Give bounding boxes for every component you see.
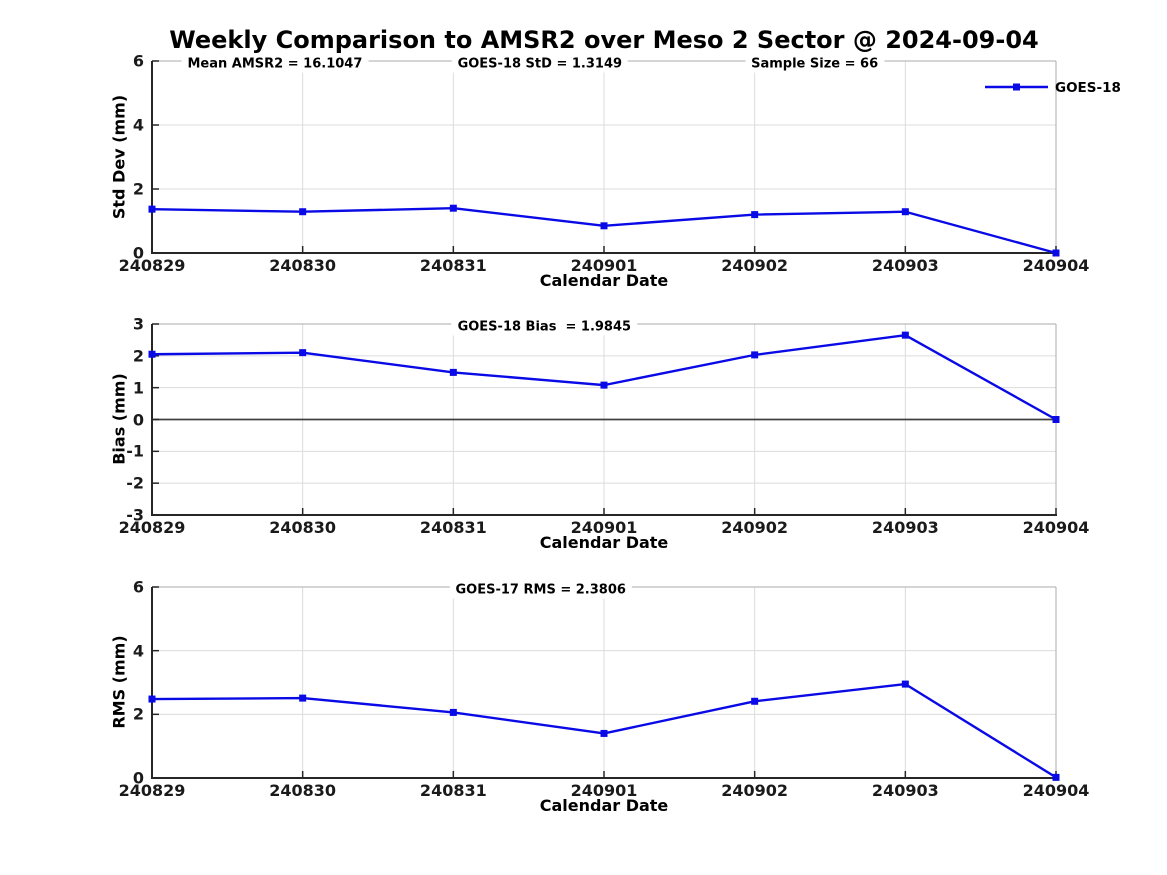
y-tick-label: 3 [132,314,144,334]
data-marker [299,208,307,216]
legend-label: GOES-18 [1055,80,1121,96]
x-tick-label: 240830 [269,256,337,275]
x-tick-label: 240829 [118,518,186,537]
data-marker [1052,416,1060,423]
x-tick-label: 240903 [871,781,939,800]
y-tick-label: 2 [132,179,144,199]
data-marker [751,211,759,219]
y-tick-label: 0 [132,243,144,263]
y-axis-label-std-dev: Std Dev (mm) [109,94,129,220]
x-tick-label: 240904 [1022,518,1090,537]
data-marker [600,222,608,230]
data-marker [449,368,457,376]
data-marker [148,350,156,358]
x-tick-label: 240830 [269,781,337,800]
data-marker [449,204,457,212]
y-tick-label: -1 [126,441,144,461]
subplot-bias [148,323,1060,516]
y-tick-label: 6 [132,51,144,71]
x-tick-label: 240904 [1022,256,1090,275]
y-tick-label: -2 [126,473,144,493]
data-marker [600,729,608,737]
annotation: GOES-18 Bias = 1.9845 [451,318,638,336]
data-marker [299,694,307,702]
legend [985,83,1048,91]
y-tick-label: 4 [132,641,144,661]
data-marker [901,680,909,688]
data-marker [299,349,307,357]
y-tick-label: -3 [126,505,144,525]
y-tick-label: 0 [132,768,144,788]
chart-title: Weekly Comparison to AMSR2 over Meso 2 S… [169,26,1039,54]
annotation: GOES-17 RMS = 2.3806 [449,581,632,599]
legend-marker [1013,83,1020,91]
x-tick-label: 240830 [269,518,337,537]
data-marker [1052,249,1060,257]
x-tick-label: 240901 [570,256,638,275]
y-tick-label: 4 [132,115,144,135]
data-marker [901,331,909,339]
y-tick-label: 1 [132,378,144,398]
x-tick-label: 240902 [721,256,789,275]
y-tick-label: 2 [132,346,144,366]
x-tick-label: 240901 [570,518,638,537]
x-tick-label: 240831 [419,781,487,800]
x-tick-label: 240903 [871,518,939,537]
data-marker [751,351,759,359]
data-marker [600,381,608,389]
subplot-std-dev [148,60,1060,257]
data-marker [751,697,759,705]
x-tick-label: 240901 [570,781,638,800]
x-tick-label: 240829 [118,781,186,800]
data-marker [148,205,156,213]
x-tick-label: 240831 [419,256,487,275]
x-tick-label: 240902 [721,518,789,537]
x-axis-label-1: Calendar Date [539,271,669,290]
annotation: Mean AMSR2 = 16.1047 [181,55,369,73]
annotation: Sample Size = 66 [745,55,885,73]
x-tick-label: 240902 [721,781,789,800]
y-axis-label-rms: RMS (mm) [109,635,129,729]
x-tick-label: 240903 [871,256,939,275]
x-tick-label: 240904 [1022,781,1090,800]
x-axis-label-3: Calendar Date [539,796,669,815]
subplot-rms [148,586,1060,781]
data-marker [449,708,457,716]
y-tick-label: 6 [132,577,144,597]
x-axis-label-2: Calendar Date [539,533,669,552]
x-tick-label: 240831 [419,518,487,537]
data-marker [1052,773,1060,781]
y-tick-label: 2 [132,704,144,724]
x-tick-label: 240829 [118,256,186,275]
y-tick-label: 0 [132,410,144,429]
data-marker [148,695,156,703]
data-marker [901,208,909,216]
annotation: GOES-18 StD = 1.3149 [451,55,629,73]
